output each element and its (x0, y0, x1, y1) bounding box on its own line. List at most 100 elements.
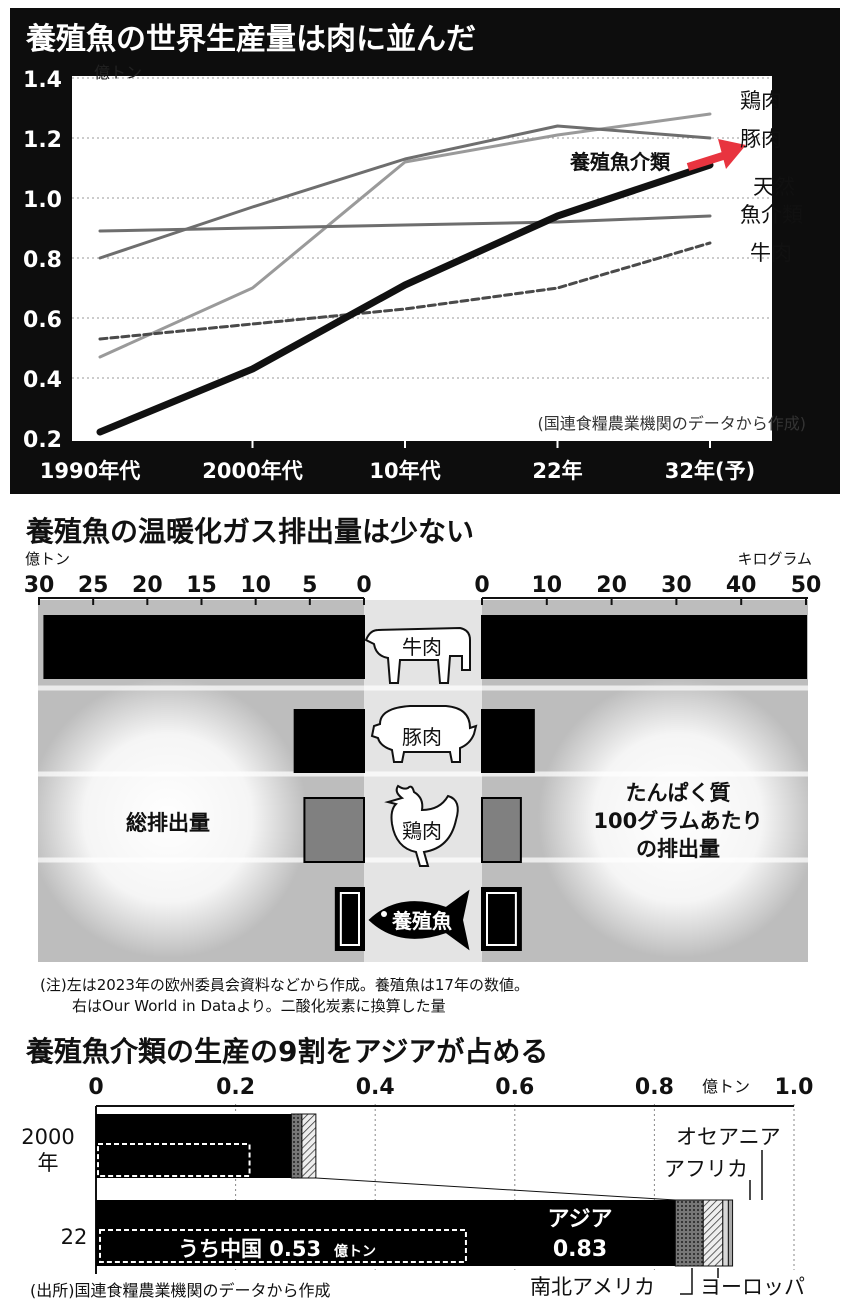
right-tick-label: 40 (726, 573, 757, 598)
tick-label: 0.8 (635, 1075, 674, 1100)
tick-label: 0 (88, 1075, 103, 1100)
chart1-title: 養殖魚の世界生産量は肉に並んだ (26, 22, 476, 57)
x-tick-label: 1990年代 (40, 459, 140, 483)
chart2-note-1: (注)左は2023年の欧州委員会資料などから作成。養殖魚は17年の数値。 (40, 976, 529, 994)
pig-icon (370, 705, 478, 763)
chicken-icon (384, 784, 459, 867)
bar-22-africa (722, 1199, 729, 1267)
left-unit-label: 億トン (25, 550, 70, 568)
label-aqua: 養殖魚介類 (569, 150, 671, 174)
tick-label: 0.4 (356, 1075, 395, 1100)
series-line-1 (98, 124, 712, 260)
y-tick-label: 0.2 (23, 428, 62, 453)
y-tick-label: 0.6 (23, 308, 62, 333)
category-label: 豚肉 (402, 725, 442, 749)
left-tick-label: 0 (356, 573, 371, 598)
europe-label: ヨーロッパ (700, 1275, 805, 1299)
chart3-title: 養殖魚介類の生産の9割をアジアが占める (26, 1035, 549, 1068)
y-unit-label: 億トン (94, 63, 142, 82)
chart1-line-chart: 1.4 1.2 1.0 0.8 0.6 0.4 0.2 1990年代 2000年代 10年代 22年… (23, 63, 807, 483)
right-tick-label: 10 (531, 573, 562, 598)
oceania-label: オセアニア (676, 1125, 781, 1149)
right-bar-3 (481, 887, 522, 951)
label-beef: 牛肉 (750, 241, 792, 265)
china-unit-label: 億トン (334, 1243, 376, 1260)
aqua-arrow-shaft (686, 151, 728, 171)
bar-2000-china-outline (97, 1143, 251, 1177)
bar-2000-asia (96, 1114, 292, 1178)
chart2-note-2: 右はOur World in Dataより。二酸化炭素に換算した量 (72, 997, 446, 1015)
right-bar-0 (481, 615, 807, 679)
right-side-label: の排出量 (636, 837, 720, 861)
left-tick-label: 25 (78, 573, 109, 598)
fish-eye-icon (381, 911, 387, 917)
aqua-arrow-head (718, 139, 746, 169)
americas-leader (680, 1268, 693, 1295)
row-label-year: 年 (38, 1151, 59, 1175)
bar-22-asia (96, 1200, 676, 1266)
left-side-label: 総排出量 (126, 811, 210, 835)
chart3-region-chart: 0 0.2 0.4 0.6 0.8 1.0 億トン 2000年 22 アジア 0.83 うち中国 0.… (21, 1075, 814, 1300)
right-bar-1 (481, 709, 535, 773)
tick-label: 1.0 (775, 1075, 814, 1100)
label-chicken: 鶏肉 (740, 89, 782, 113)
right-side-label: 100グラムあたり (593, 809, 762, 833)
bar-2000-europe (301, 1113, 317, 1179)
left-tick-label: 5 (302, 573, 317, 598)
left-glow (28, 678, 308, 958)
tick-label: 0.2 (216, 1075, 255, 1100)
tick-label: 0.6 (495, 1075, 534, 1100)
china-label: うち中国 0.53 (178, 1237, 321, 1261)
source-label: (国連食糧農業機関のデータから作成) (538, 414, 807, 433)
label-wild-1: 天然 (753, 175, 795, 199)
connector-line (315, 1177, 676, 1201)
fish-icon (368, 889, 470, 951)
right-glow (538, 678, 818, 958)
cow-icon (364, 626, 471, 684)
series-line-2 (98, 214, 712, 233)
right-bar-inner-outline (486, 892, 517, 946)
left-bar-2 (303, 797, 365, 863)
x-tick-label: 22年 (532, 459, 582, 483)
left-tick-label: 30 (24, 573, 55, 598)
row-label-22: 22 (61, 1225, 88, 1249)
x-tick-label: 10年代 (369, 459, 440, 483)
right-bar-2 (481, 797, 522, 863)
y-tick-label: 0.8 (23, 248, 62, 273)
category-label: 鶏肉 (402, 819, 442, 843)
right-side-label: たんぱく質 (626, 781, 731, 805)
series-line-0 (98, 112, 712, 359)
bar-22-europe (702, 1199, 724, 1267)
right-tick-label: 0 (474, 573, 489, 598)
source-label: (出所)国連食糧農業機関のデータから作成 (30, 1281, 331, 1300)
left-tick-label: 20 (132, 573, 163, 598)
row-label-2000: 2000 (21, 1125, 74, 1149)
right-tick-label: 20 (596, 573, 627, 598)
left-tick-label: 10 (240, 573, 271, 598)
y-tick-label: 1.2 (23, 128, 62, 153)
right-tick-label: 50 (791, 573, 822, 598)
bar-22-oceania (727, 1199, 734, 1267)
series-line-3 (98, 241, 712, 341)
left-bar-inner-outline (339, 892, 361, 946)
bar-22-china-outline (99, 1229, 467, 1263)
category-label: 牛肉 (402, 635, 442, 659)
label-wild-2: 魚介類 (740, 203, 803, 227)
x-tick-label: 2000年代 (202, 459, 302, 483)
asia-value-label: 0.83 (553, 1237, 607, 1262)
y-tick-label: 1.0 (23, 188, 62, 213)
right-unit-label: キログラム (737, 550, 812, 568)
x-tick-label: 32年(予) (665, 459, 755, 483)
y-tick-label: 0.4 (23, 368, 62, 393)
left-bar-0 (43, 615, 366, 679)
right-tick-label: 30 (661, 573, 692, 598)
category-label: 養殖魚 (391, 909, 452, 933)
y-tick-label: 1.4 (23, 68, 62, 93)
left-tick-label: 15 (186, 573, 217, 598)
bar-22-americas (674, 1199, 704, 1267)
asia-label: アジア (547, 1207, 612, 1232)
africa-label: アフリカ (664, 1157, 748, 1181)
left-bar-1 (293, 709, 365, 773)
chart2-title: 養殖魚の温暖化ガス排出量は少ない (26, 515, 475, 548)
